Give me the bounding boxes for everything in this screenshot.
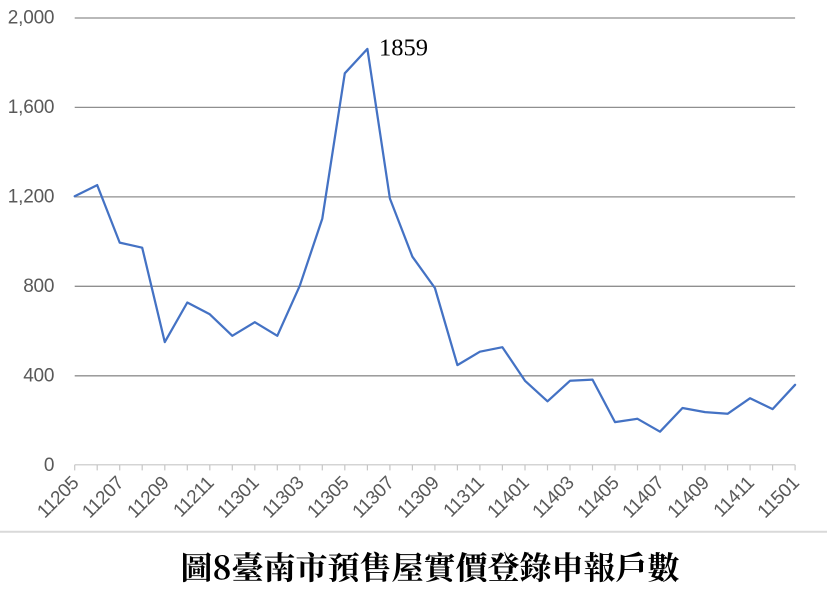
svg-text:400: 400 (23, 366, 54, 387)
svg-text:800: 800 (23, 276, 54, 297)
svg-text:1859: 1859 (379, 34, 428, 61)
svg-text:0: 0 (44, 455, 54, 476)
svg-text:1,200: 1,200 (8, 187, 55, 208)
svg-text:1,600: 1,600 (8, 97, 55, 118)
svg-text:2,000: 2,000 (8, 8, 55, 29)
